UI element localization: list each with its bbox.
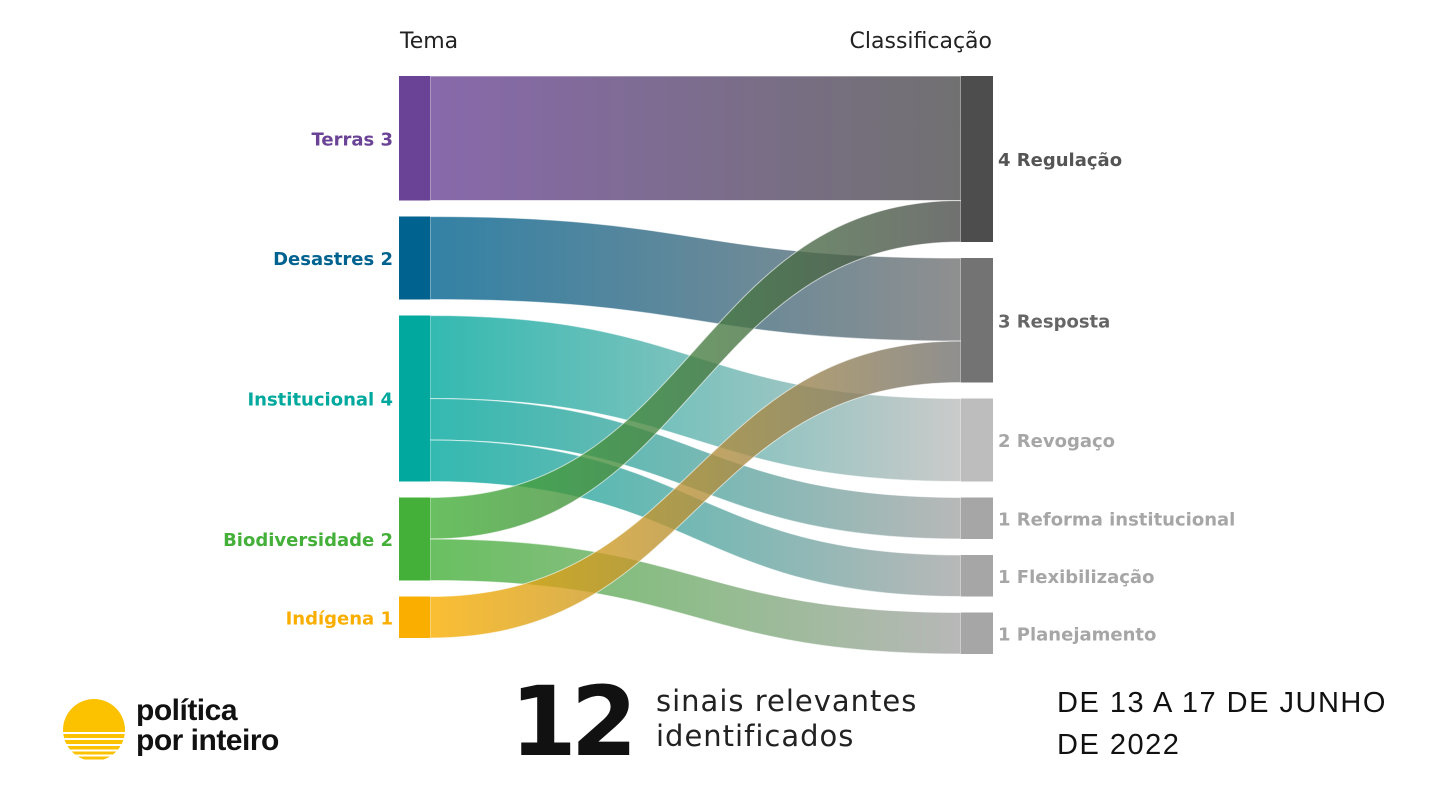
source-label-desastres: Desastres 2 — [273, 249, 393, 270]
source-node-desastres — [399, 216, 430, 300]
source-node-terras — [399, 76, 430, 201]
target-label-revogaço: 2 Revogaço — [998, 431, 1115, 452]
source-label-institucional: Institucional 4 — [247, 390, 393, 411]
source-label-biodiversidade: Biodiversidade 2 — [223, 530, 393, 551]
logo-line-1: política — [136, 694, 238, 727]
brand-logo: política por inteiro — [62, 692, 322, 762]
sankey-link-terras-regulação — [429, 75, 962, 202]
footer: política por inteiro 12 sinais relevante… — [0, 668, 1440, 798]
source-label-indígena: Indígena 1 — [286, 608, 393, 629]
date-line-2: DE 2022 — [1057, 729, 1181, 761]
logo-wordmark: política por inteiro — [136, 696, 279, 756]
source-label-terras: Terras 3 — [311, 129, 393, 150]
signal-count: 12 — [510, 666, 638, 778]
source-node-biodiversidade — [399, 497, 430, 581]
target-node-regulação — [961, 76, 993, 242]
nodes-layer — [399, 76, 993, 654]
target-node-planejamento — [961, 612, 993, 654]
target-node-resposta — [961, 258, 993, 383]
target-label-flexibilização: 1 Flexibilização — [998, 567, 1154, 588]
caption-line-1: sinais relevantes — [656, 684, 918, 718]
target-label-reforma-institucional: 1 Reforma institucional — [998, 509, 1235, 530]
target-node-reforma-institucional — [961, 497, 993, 539]
target-node-flexibilização — [961, 555, 993, 597]
date-line-1: DE 13 A 17 DE JUNHO — [1057, 687, 1387, 719]
signal-count-caption: sinais relevantes identificados — [656, 684, 917, 754]
target-label-regulação: 4 Regulação — [998, 150, 1122, 171]
source-node-indígena — [399, 596, 430, 638]
target-label-planejamento: 1 Planejamento — [998, 624, 1156, 645]
sankey-diagram: Tema Classificação Terras 3 Desastres 2 In… — [223, 29, 1235, 655]
right-column-header: Classificação — [850, 29, 992, 54]
sun-logo-icon — [63, 699, 125, 760]
links-layer — [429, 75, 962, 655]
source-node-institucional — [399, 315, 430, 482]
caption-line-2: identificados — [656, 719, 855, 753]
labels-layer: Terras 3 Desastres 2 Institucional 4 Biodiv… — [223, 129, 1235, 645]
logo-line-2: por inteiro — [136, 724, 279, 757]
left-column-header: Tema — [399, 29, 458, 54]
target-label-resposta: 3 Resposta — [998, 311, 1110, 332]
date-range: DE 13 A 17 DE JUNHO DE 2022 — [1057, 682, 1387, 766]
target-node-revogaço — [961, 398, 993, 482]
